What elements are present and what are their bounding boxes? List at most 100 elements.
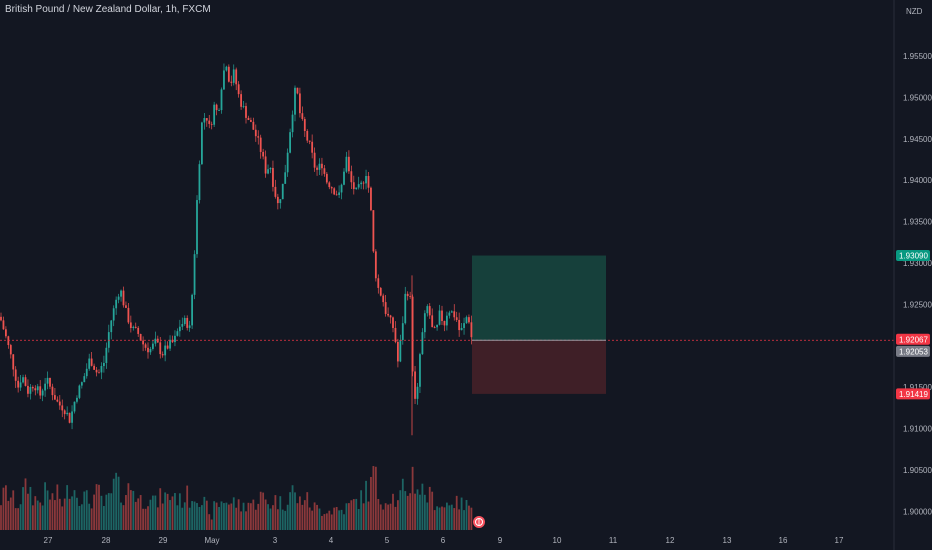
candle-body xyxy=(78,385,81,398)
volume-bar xyxy=(264,499,267,530)
candle-body xyxy=(5,329,7,337)
volume-bar xyxy=(441,506,443,530)
candle-body xyxy=(90,358,93,366)
price-tick-label: 1.90000 xyxy=(903,507,932,516)
volume-bar xyxy=(83,491,86,530)
volume-bar xyxy=(110,493,113,530)
candle-body xyxy=(183,317,186,325)
target-price-tag: 1.93090 xyxy=(896,250,930,262)
volume-bar xyxy=(411,466,414,530)
candle-body xyxy=(17,380,20,388)
volume-bar xyxy=(392,493,394,530)
time-tick-label: 6 xyxy=(441,536,446,545)
candle-body xyxy=(12,354,15,370)
candle-body xyxy=(362,182,365,184)
price-axis[interactable]: 1.95500 1.95000 1.94500 1.94000 1.93500 1.930… xyxy=(903,52,932,516)
profit-zone[interactable] xyxy=(472,255,606,341)
candle-body xyxy=(409,296,412,297)
candle-body xyxy=(465,317,468,324)
candle-body xyxy=(240,94,242,107)
volume-bar xyxy=(276,509,279,530)
volume-bar xyxy=(183,502,186,530)
candle-body xyxy=(166,345,169,349)
candle-body xyxy=(232,69,235,83)
volume-bar xyxy=(289,492,291,530)
volume-bar xyxy=(103,506,105,530)
candle-body xyxy=(144,344,147,348)
price-tick-label: 1.92500 xyxy=(903,300,932,309)
volume-bar xyxy=(98,484,100,530)
candle-body xyxy=(355,187,358,190)
candle-body xyxy=(352,182,355,190)
candle-body xyxy=(137,327,140,334)
stop-price-label: 1.91419 xyxy=(899,390,928,399)
candle-body xyxy=(36,386,39,391)
candle-body xyxy=(372,210,375,252)
volume-bar xyxy=(7,500,10,530)
volume-bar xyxy=(428,486,431,530)
candle-body xyxy=(348,156,350,172)
candle-body xyxy=(56,399,59,402)
volume-bar xyxy=(181,507,184,530)
time-axis[interactable]: 27 28 29 May 3 4 5 6 9 10 11 12 13 16 17 xyxy=(44,536,844,545)
candle-body xyxy=(245,106,247,118)
time-tick-label: 28 xyxy=(102,536,111,545)
volume-bar xyxy=(90,508,93,530)
candle-body xyxy=(122,290,125,306)
candle-body xyxy=(340,184,343,193)
volume-bar xyxy=(137,498,140,530)
volume-bar xyxy=(397,500,399,530)
loss-zone[interactable] xyxy=(472,340,606,394)
volume-bar xyxy=(259,491,262,530)
candle-body xyxy=(178,326,181,332)
volume-bar xyxy=(95,484,98,530)
volume-bar xyxy=(161,503,164,530)
candle-body xyxy=(41,390,44,396)
volume-bar xyxy=(171,496,174,530)
candle-body xyxy=(80,382,83,386)
entry-price-label: 1.92067 xyxy=(899,335,928,344)
candle-body xyxy=(115,299,118,309)
volume-bar xyxy=(196,503,198,530)
volume-bar xyxy=(71,496,73,530)
candle-body xyxy=(296,87,299,94)
candle-body xyxy=(374,251,377,279)
stop-price-tag: 1.91419 xyxy=(896,388,930,400)
volume-bar xyxy=(54,500,56,530)
time-tick-label: 11 xyxy=(609,536,618,545)
volume-bar xyxy=(107,493,110,530)
candle-body xyxy=(22,377,24,383)
volume-bar xyxy=(281,509,284,530)
candle-body xyxy=(306,130,309,141)
candle-body xyxy=(468,317,470,323)
candle-body xyxy=(63,410,66,415)
candle-body xyxy=(406,293,409,297)
time-tick-label: 9 xyxy=(498,536,503,545)
candle-body xyxy=(31,387,34,389)
candle-body xyxy=(370,187,372,211)
candle-body xyxy=(316,167,318,170)
candle-body xyxy=(333,188,336,195)
volume-bar xyxy=(426,502,429,530)
candle-body xyxy=(181,324,184,327)
candle-body xyxy=(463,323,465,328)
realtime-marker-icon[interactable] xyxy=(473,516,485,528)
volume-bar xyxy=(17,508,20,530)
volume-bar xyxy=(201,505,203,530)
candle-body xyxy=(438,310,441,325)
volume-bar xyxy=(446,502,448,530)
price-tick-label: 1.93000 xyxy=(903,259,932,268)
volume-bar xyxy=(19,504,22,530)
volume-bar xyxy=(416,489,419,530)
volume-bar xyxy=(208,514,211,530)
volume-bar xyxy=(367,501,370,530)
volume-bar xyxy=(122,505,125,530)
candle-body xyxy=(44,383,46,391)
volume-bar xyxy=(220,501,223,530)
volume-bar xyxy=(129,490,132,530)
candle-body xyxy=(139,333,142,341)
volume-bar xyxy=(44,482,46,530)
volume-bar xyxy=(24,478,27,530)
time-tick-label: 5 xyxy=(385,536,390,545)
